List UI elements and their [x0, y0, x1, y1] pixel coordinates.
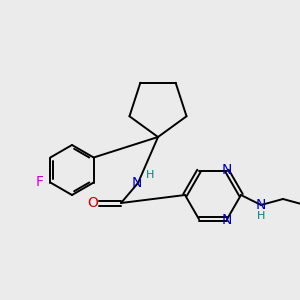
Text: N: N — [256, 198, 266, 212]
Text: N: N — [222, 213, 232, 227]
Text: H: H — [146, 170, 154, 180]
Text: F: F — [35, 176, 43, 190]
Text: H: H — [257, 211, 265, 221]
Text: N: N — [132, 176, 142, 190]
Text: N: N — [222, 163, 232, 177]
Text: O: O — [88, 196, 98, 210]
